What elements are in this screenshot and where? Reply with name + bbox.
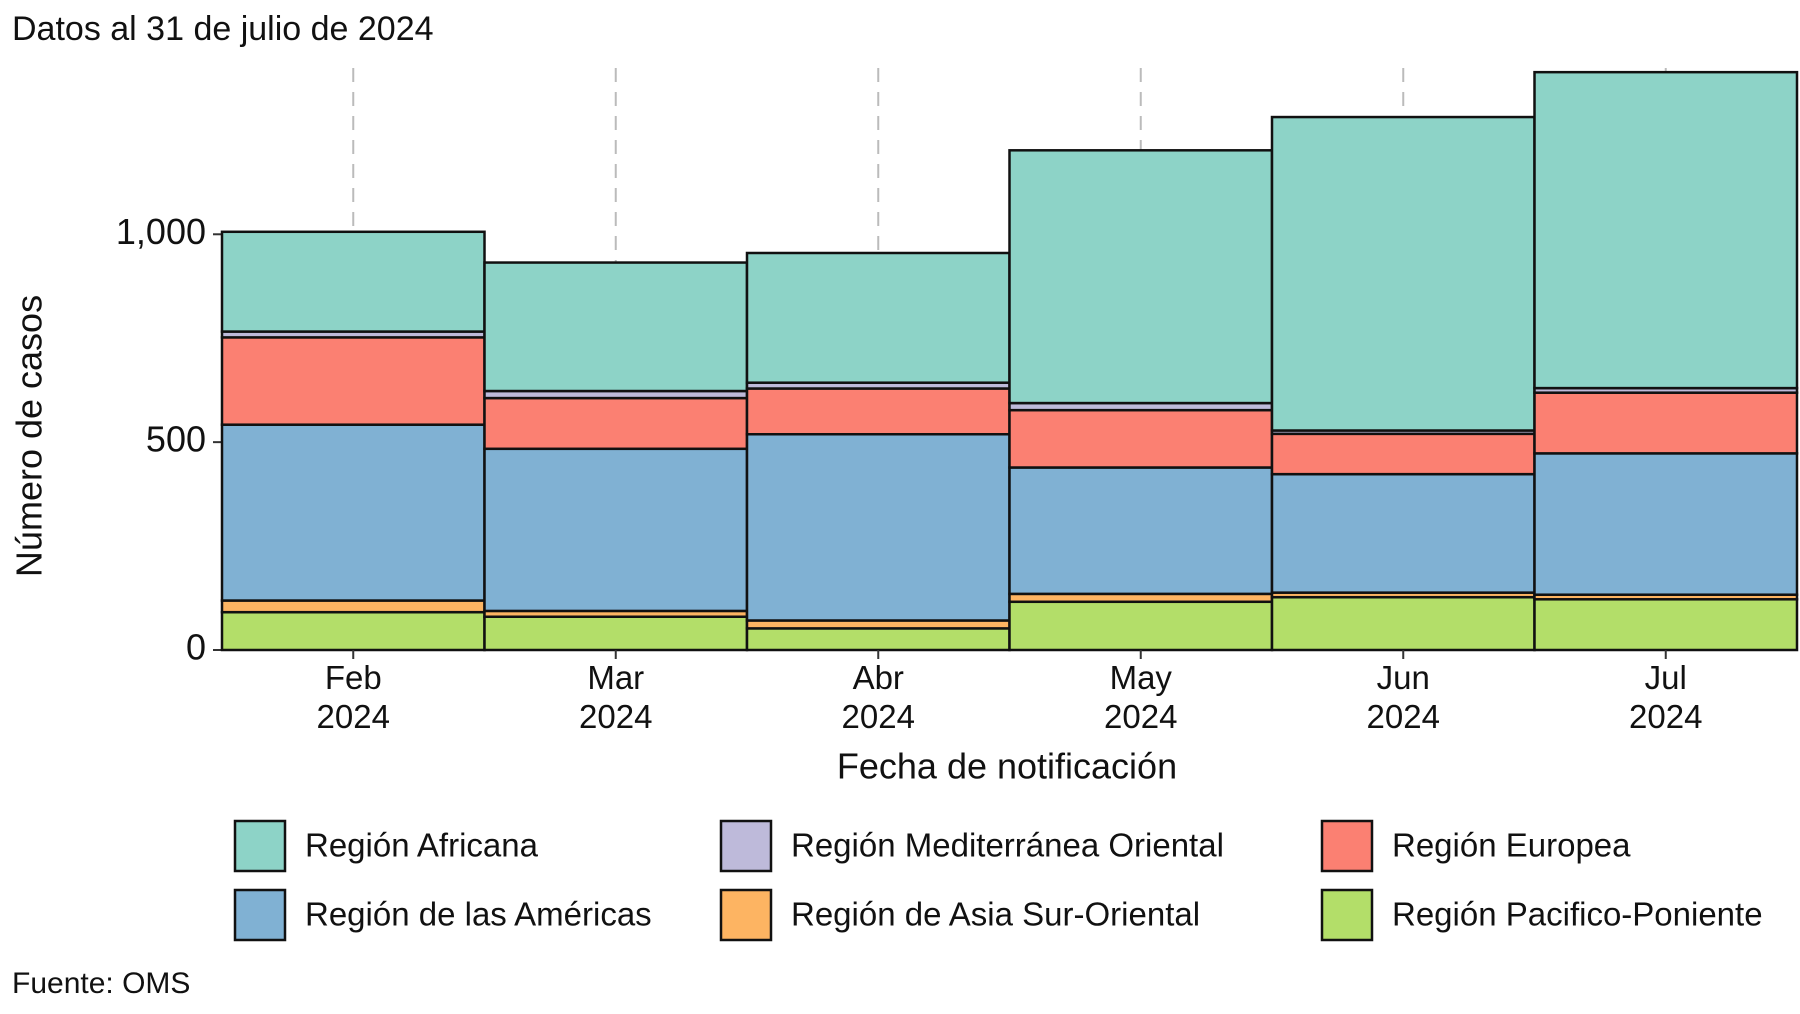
bar-segment xyxy=(1270,432,1536,476)
y-tick-label: 0 xyxy=(186,627,206,668)
bar-segment xyxy=(483,261,749,393)
bar-segment xyxy=(220,423,486,602)
bar-segment xyxy=(483,396,749,451)
legend-swatch xyxy=(233,888,287,942)
bar-segment xyxy=(1533,391,1799,455)
bar-segment xyxy=(1533,452,1799,596)
x-tick-label: Jul 2024 xyxy=(1629,659,1703,735)
bar-segment xyxy=(483,615,749,652)
legend-label: Región Mediterránea Oriental xyxy=(791,827,1224,864)
legend-swatch xyxy=(719,888,773,942)
bar-segment xyxy=(745,627,1011,652)
bar-segment xyxy=(220,599,486,614)
source: Fuente: OMS xyxy=(12,967,190,1000)
legend-label: Región de Asia Sur-Oriental xyxy=(791,896,1200,933)
x-axis-title: Fecha de notificación xyxy=(837,746,1177,787)
legend-label: Región Pacifico-Poniente xyxy=(1392,896,1763,933)
bar-segment xyxy=(1270,472,1536,594)
y-tick-label: 1,000 xyxy=(116,211,206,252)
bar-segment xyxy=(220,610,486,652)
bar-segment xyxy=(745,387,1011,436)
y-tick-label: 500 xyxy=(146,419,206,460)
x-tick-label: May 2024 xyxy=(1104,659,1178,735)
y-axis-title: Número de casos xyxy=(9,295,50,577)
legend-swatch xyxy=(1320,888,1374,942)
bar-segment xyxy=(1008,149,1274,405)
bar-segment xyxy=(1270,115,1536,432)
x-tick-label: Mar 2024 xyxy=(579,659,653,735)
bar-segment xyxy=(483,447,749,613)
x-tick-label: Abr 2024 xyxy=(841,659,915,735)
bar-segment xyxy=(1270,595,1536,652)
bar-segment xyxy=(1533,598,1799,652)
bar-segment xyxy=(745,251,1011,384)
bar-segment xyxy=(220,230,486,333)
bar-segment xyxy=(1533,70,1799,390)
chart-title: Datos al 31 de julio de 2024 xyxy=(12,10,434,48)
bar-segment xyxy=(1008,408,1274,469)
legend-label: Región Africana xyxy=(305,827,539,864)
bar-segment xyxy=(745,432,1011,622)
legend-label: Región Europea xyxy=(1392,827,1631,864)
legend-label: Región de las Américas xyxy=(305,896,652,933)
legend-swatch xyxy=(233,819,287,873)
bar-segment xyxy=(1008,600,1274,652)
bar-segment xyxy=(1008,466,1274,596)
legend-swatch xyxy=(719,819,773,873)
bar-segment xyxy=(220,336,486,426)
x-tick-label: Feb 2024 xyxy=(316,659,390,735)
x-tick-label: Jun 2024 xyxy=(1366,659,1440,735)
legend-swatch xyxy=(1320,819,1374,873)
